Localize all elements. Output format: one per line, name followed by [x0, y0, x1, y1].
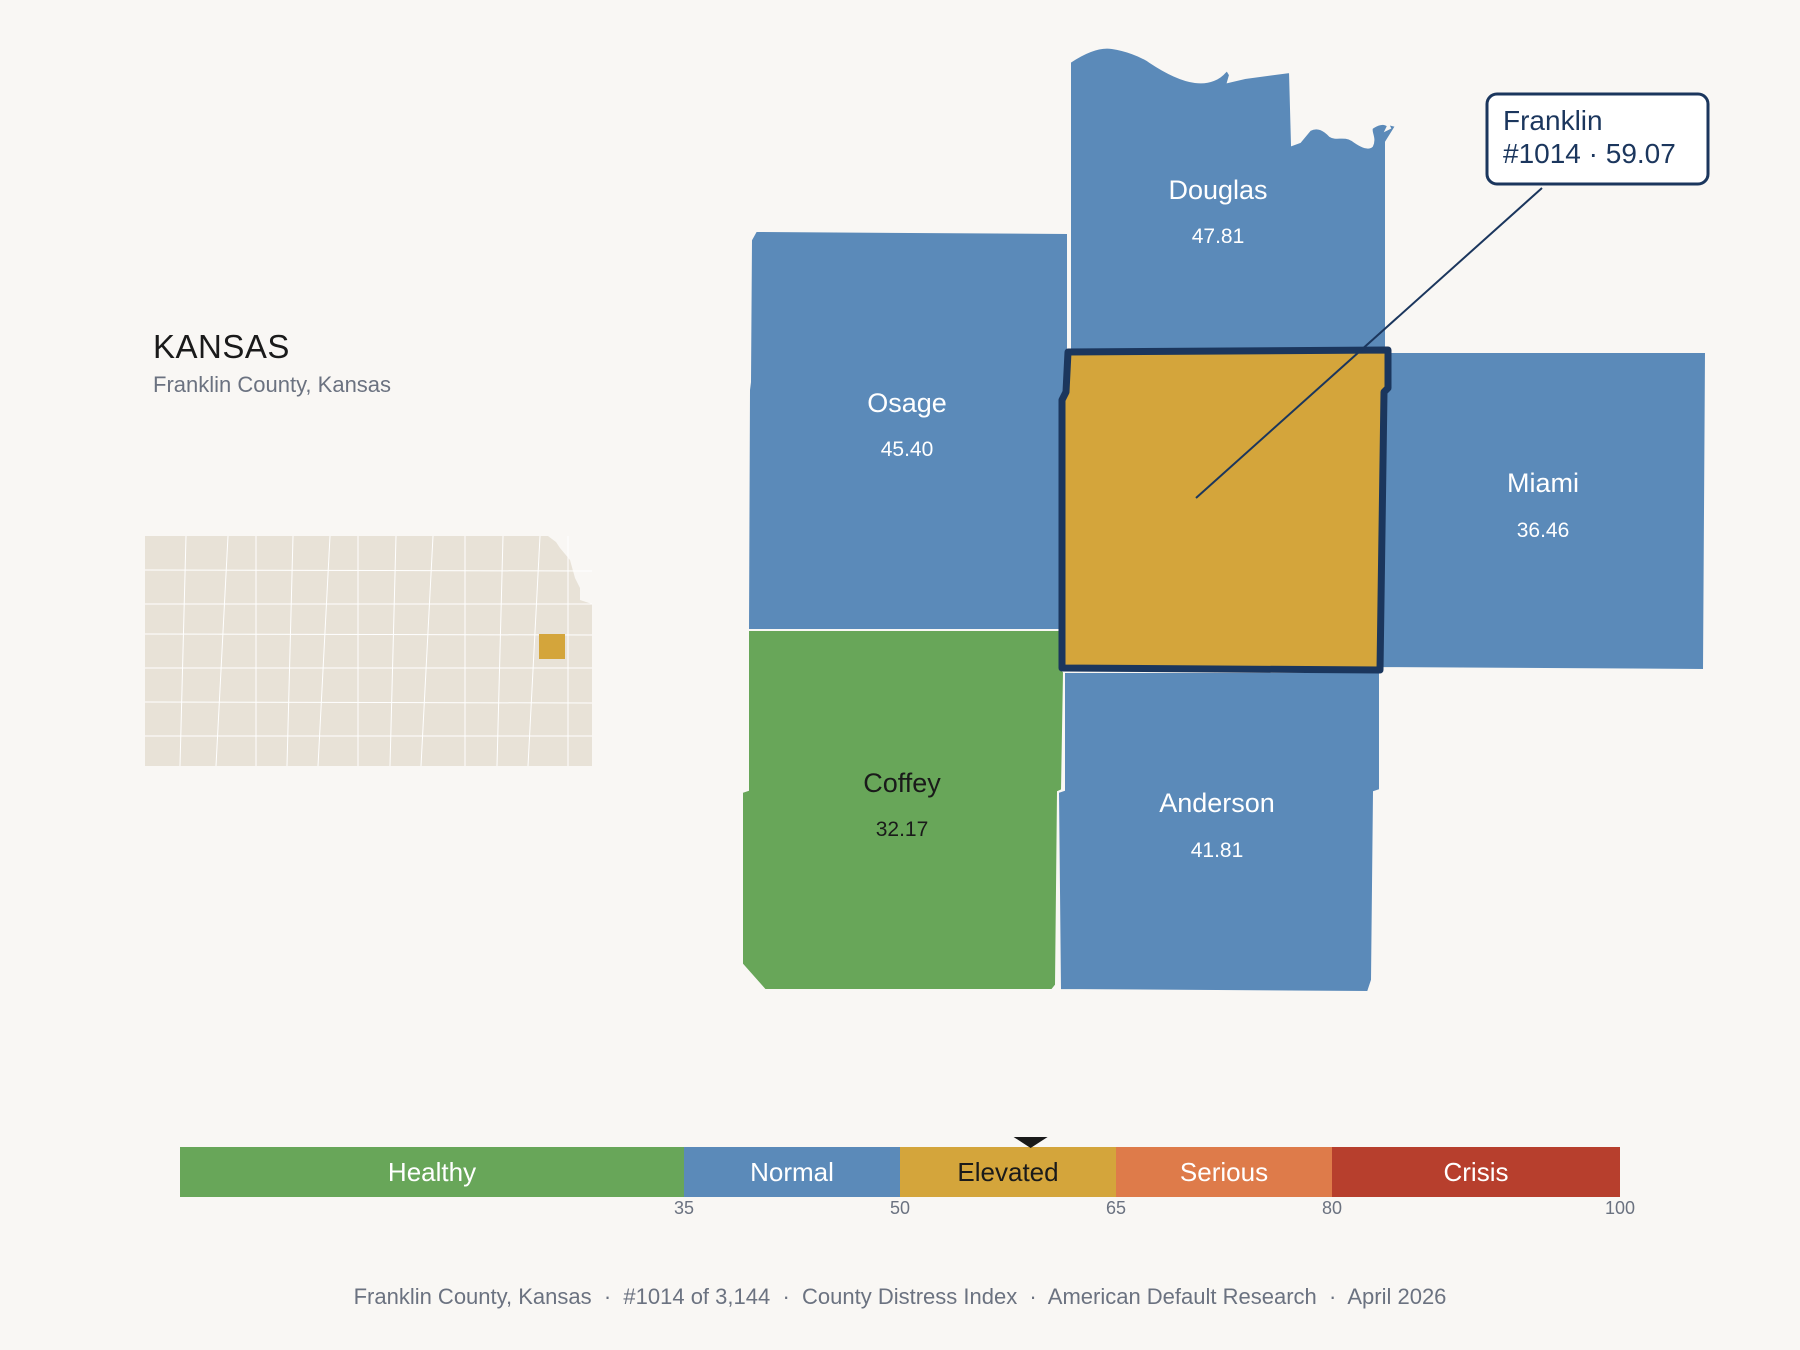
scale-label-normal: Normal	[750, 1157, 834, 1187]
footer-source: American Default Research	[1047, 1284, 1317, 1309]
callout-box	[1485, 92, 1710, 186]
county-anderson[interactable]	[1056, 671, 1381, 994]
county-douglas[interactable]	[1069, 46, 1398, 351]
distress-scale-bar	[180, 1147, 1620, 1197]
county-value-osage: 45.40	[881, 438, 934, 461]
scale-band-healthy	[180, 1147, 684, 1197]
county-coffey[interactable]	[741, 629, 1066, 991]
inset-county-border	[144, 569, 593, 572]
scale-band-normal	[684, 1147, 900, 1197]
scale-tick-label: 50	[889, 1198, 911, 1218]
county-value-anderson: 41.81	[1191, 839, 1244, 862]
county-labels: Douglas 47.81 Osage 45.40 Miami 36.46 Co…	[863, 175, 1579, 862]
scale-marker	[1013, 1137, 1048, 1148]
inset-county-border	[317, 535, 331, 767]
state-inset-map	[144, 535, 593, 767]
scale-label-healthy: Healthy	[387, 1157, 477, 1187]
inset-county-border	[389, 535, 397, 767]
county-value-coffey: 32.17	[876, 818, 929, 841]
scale-tick-label: 80	[1321, 1198, 1343, 1218]
county-miami[interactable]	[1380, 351, 1708, 672]
scale-band-crisis	[1332, 1147, 1620, 1197]
county-value-douglas: 47.81	[1192, 225, 1245, 248]
footer-date: April 2026	[1347, 1284, 1447, 1309]
inset-county-border	[420, 535, 434, 767]
callout-leader-line	[1195, 187, 1543, 499]
scale-band-elevated	[900, 1147, 1116, 1197]
county-name-anderson: Anderson	[1159, 788, 1275, 818]
inset-county-border	[286, 535, 294, 767]
inset-county-border	[215, 535, 229, 767]
county-name-miami: Miami	[1507, 468, 1579, 498]
footer-index: County Distress Index	[802, 1284, 1018, 1309]
scale-label-crisis: Crisis	[1443, 1157, 1509, 1187]
inset-county-border	[527, 535, 541, 767]
callout-rank-value: #1014 · 59.07	[1503, 138, 1676, 169]
footer-rank: #1014 of 3,144	[623, 1284, 771, 1309]
scale-band-serious	[1116, 1147, 1332, 1197]
county-franklin[interactable]	[1058, 346, 1392, 674]
inset-county-border	[179, 535, 187, 767]
county-name-douglas: Douglas	[1168, 175, 1267, 205]
scale-label-serious: Serious	[1179, 1157, 1269, 1187]
inset-state-shape	[145, 536, 592, 766]
county-value-miami: 36.46	[1517, 519, 1570, 542]
callout: Franklin #1014 · 59.07	[1195, 92, 1710, 499]
state-subtitle: Franklin County, Kansas	[153, 372, 392, 397]
scale-tick-label: 35	[673, 1198, 695, 1218]
county-name-osage: Osage	[867, 388, 947, 418]
inset-county-border	[144, 701, 593, 704]
state-title: KANSAS	[153, 328, 290, 365]
footer: Franklin County, Kansas · #1014 of 3,144…	[353, 1284, 1447, 1309]
scale-tick-label: 100	[1604, 1198, 1636, 1218]
county-osage[interactable]	[746, 229, 1072, 631]
inset-county-border	[496, 535, 504, 767]
footer-county: Franklin County, Kansas	[353, 1284, 592, 1309]
callout-county-name: Franklin	[1503, 105, 1603, 136]
scale-label-elevated: Elevated	[957, 1157, 1059, 1187]
scale-tick-label: 65	[1105, 1198, 1127, 1218]
county-name-coffey: Coffey	[863, 768, 941, 798]
inset-county-border	[144, 633, 593, 636]
inset-highlighted-county	[539, 634, 565, 659]
